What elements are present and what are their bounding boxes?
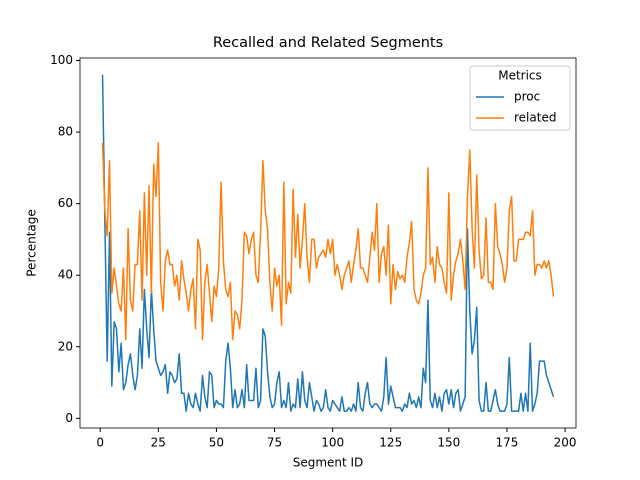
x-tick-label: 0: [96, 436, 104, 450]
x-tick-label: 75: [267, 436, 282, 450]
y-axis-label: Percentage: [25, 209, 39, 277]
y-tick-label: 20: [58, 339, 73, 353]
x-tick-label: 50: [209, 436, 224, 450]
y-tick-label: 100: [50, 53, 73, 67]
x-tick-label: 25: [151, 436, 166, 450]
plot-frame: [79, 57, 577, 429]
line-series: [101, 142, 555, 341]
x-tick-label: 100: [321, 436, 344, 450]
legend-label: related: [514, 111, 556, 125]
x-tick-label: 150: [437, 436, 460, 450]
legend-title: Metrics: [498, 69, 542, 83]
x-axis-label: Segment ID: [293, 456, 364, 470]
x-tick-label: 125: [379, 436, 402, 450]
y-tick-label: 80: [58, 125, 73, 139]
y-tick-label: 40: [58, 268, 73, 282]
x-tick-label: 175: [496, 436, 519, 450]
line-series: [101, 74, 555, 412]
x-tick-label: 200: [554, 436, 577, 450]
y-tick-label: 0: [65, 411, 73, 425]
legend-label: proc: [514, 90, 540, 104]
chart-title: Recalled and Related Segments: [213, 35, 443, 51]
y-tick-label: 60: [58, 196, 73, 210]
legend-box: [469, 65, 571, 131]
